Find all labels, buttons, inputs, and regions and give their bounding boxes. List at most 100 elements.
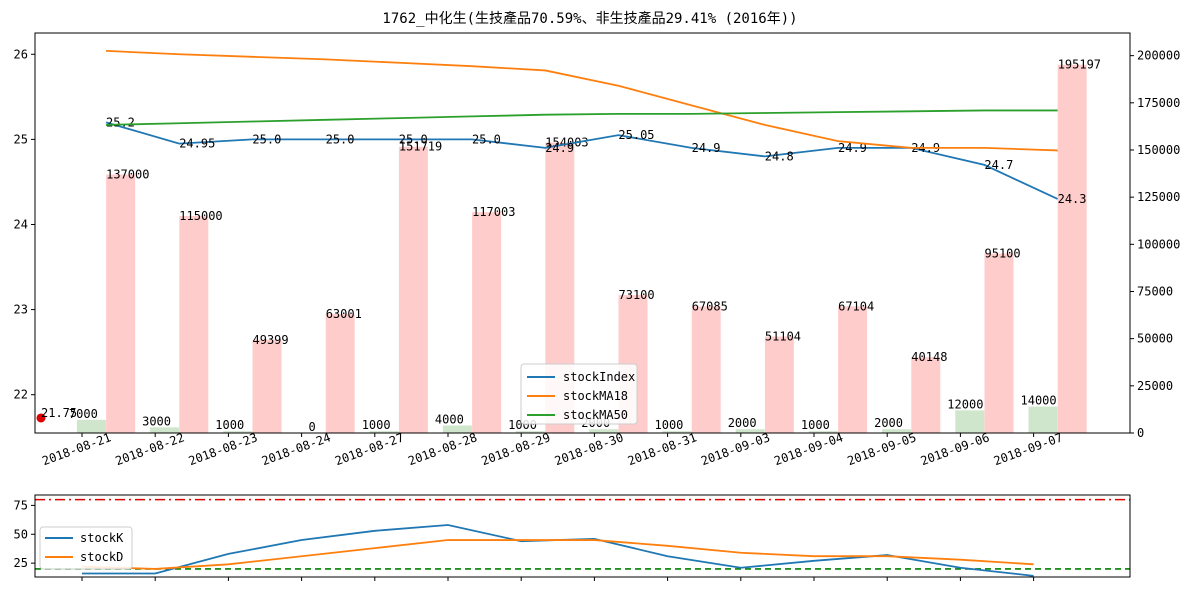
right-tick-label: 175000 bbox=[1137, 96, 1180, 110]
price-legend-box bbox=[520, 363, 638, 425]
volume-down-label: 2000 bbox=[874, 416, 903, 430]
series-line-stockMA18 bbox=[105, 49, 1058, 152]
left-tick-label: 25 bbox=[14, 132, 28, 146]
price-label: 24.3 bbox=[1058, 192, 1087, 206]
chart-title: 1762_中化生(生技產品70.59%、非生技產品29.41% (2016年)) bbox=[382, 10, 797, 27]
x-tick-label: 2018-08-27 bbox=[333, 430, 406, 468]
price-label: 24.9 bbox=[838, 141, 867, 155]
right-tick-label: 75000 bbox=[1137, 284, 1173, 298]
kd-axes-frame bbox=[34, 494, 1131, 578]
left-tick-label: 23 bbox=[14, 303, 28, 317]
kd-left-tick-label: 50 bbox=[14, 527, 28, 541]
price-label: 24.8 bbox=[765, 149, 794, 163]
volume-down-label: 1000 bbox=[655, 418, 684, 432]
x-tick-label: 2018-09-07 bbox=[992, 430, 1065, 468]
kd-line-stockD bbox=[81, 539, 1034, 570]
marker-label: 21.75 bbox=[41, 406, 77, 420]
volume-down-label: 1000 bbox=[362, 418, 391, 432]
volume-down-bar bbox=[76, 419, 106, 433]
right-tick-label: 200000 bbox=[1137, 49, 1180, 63]
volume-down-label: 4000 bbox=[435, 412, 464, 426]
x-tick-label: 2018-08-30 bbox=[553, 430, 626, 468]
price-label: 25.0 bbox=[326, 132, 355, 146]
volume-down-bar bbox=[442, 425, 472, 433]
series-line-stockIndex bbox=[105, 121, 1058, 200]
left-tick-label: 26 bbox=[14, 47, 28, 61]
x-tick-label: 2018-08-22 bbox=[113, 430, 186, 468]
x-tick-label: 2018-09-05 bbox=[845, 430, 918, 468]
left-tick-label: 24 bbox=[14, 217, 28, 231]
left-tick-label: 22 bbox=[14, 388, 28, 402]
volume-down-bar bbox=[662, 431, 692, 433]
volume-up-bar bbox=[1057, 64, 1087, 434]
volume-down-label: 2000 bbox=[728, 416, 757, 430]
volume-down-label: 0 bbox=[309, 420, 316, 434]
price-axes-frame bbox=[34, 32, 1131, 434]
volume-down-label: 7000 bbox=[69, 407, 98, 421]
legend-label: stockMA50 bbox=[563, 408, 628, 422]
x-tick-label: 2018-09-04 bbox=[772, 430, 845, 468]
volume-down-bar bbox=[589, 429, 619, 433]
volume-up-label: 51104 bbox=[765, 330, 801, 344]
volume-up-bar bbox=[984, 253, 1014, 433]
x-tick-label: 2018-08-23 bbox=[187, 430, 260, 468]
volume-up-label: 67085 bbox=[692, 299, 728, 313]
legend-label: stockIndex bbox=[563, 370, 635, 384]
legend-label: stockMA18 bbox=[563, 389, 628, 403]
volume-up-label: 73100 bbox=[619, 288, 655, 302]
kd-legend-label: stockD bbox=[80, 550, 123, 564]
right-tick-label: 50000 bbox=[1137, 332, 1173, 346]
volume-down-bar bbox=[1028, 406, 1058, 433]
volume-up-label: 115000 bbox=[179, 209, 222, 223]
volume-up-label: 49399 bbox=[253, 333, 289, 347]
price-label: 25.05 bbox=[618, 128, 654, 142]
right-tick-label: 125000 bbox=[1137, 190, 1180, 204]
volume-up-label: 195197 bbox=[1058, 58, 1101, 72]
volume-up-bar bbox=[764, 336, 794, 433]
price-label: 24.95 bbox=[179, 137, 215, 151]
volume-up-bar bbox=[838, 306, 868, 433]
x-tick-label: 2018-08-31 bbox=[626, 430, 699, 468]
right-tick-label: 100000 bbox=[1137, 237, 1180, 251]
x-tick-label: 2018-09-03 bbox=[699, 430, 772, 468]
volume-up-bar bbox=[911, 357, 941, 433]
right-tick-label: 25000 bbox=[1137, 379, 1173, 393]
volume-up-bar bbox=[106, 174, 136, 433]
price-panel: 7000 3000 1000 0 1000 4000 1000 2000 1000 2000 100… bbox=[14, 32, 1180, 468]
kd-left-tick-label: 75 bbox=[14, 498, 28, 512]
volume-up-bar bbox=[398, 146, 428, 433]
volume-down-label: 14000 bbox=[1021, 394, 1057, 408]
series-line-stockMA50 bbox=[105, 109, 1058, 126]
volume-down-label: 1000 bbox=[215, 418, 244, 432]
volume-down-bar bbox=[369, 431, 399, 433]
x-tick-label: 2018-08-28 bbox=[406, 430, 479, 468]
volume-up-label: 151719 bbox=[399, 140, 442, 154]
x-tick-label: 2018-08-21 bbox=[40, 430, 113, 468]
kd-panel: 25 50 75 stockK stockD bbox=[14, 494, 1131, 581]
volume-up-bar bbox=[325, 314, 355, 433]
volume-up-bar bbox=[472, 212, 502, 433]
volume-down-bar bbox=[808, 431, 838, 433]
volume-down-bar bbox=[735, 429, 765, 433]
x-tick-label: 2018-08-24 bbox=[260, 430, 333, 468]
volume-down-label: 3000 bbox=[142, 414, 171, 428]
volume-up-label: 137000 bbox=[106, 168, 149, 182]
marker-point bbox=[36, 413, 46, 423]
volume-up-label: 63001 bbox=[326, 307, 362, 321]
volume-down-bar bbox=[150, 427, 180, 433]
volume-up-label: 117003 bbox=[472, 205, 515, 219]
price-label: 25.2 bbox=[106, 115, 135, 129]
volume-up-bar bbox=[691, 306, 721, 433]
kd-legend-label: stockK bbox=[80, 531, 124, 545]
volume-down-bar bbox=[223, 431, 253, 433]
volume-up-label: 67104 bbox=[838, 299, 874, 313]
x-tick-label: 2018-08-29 bbox=[479, 430, 552, 468]
price-label: 25.0 bbox=[399, 132, 428, 146]
volume-down-label: 12000 bbox=[947, 397, 983, 411]
right-tick-label: 0 bbox=[1137, 426, 1144, 440]
volume-up-bar bbox=[179, 216, 209, 433]
price-label: 24.9 bbox=[545, 141, 574, 155]
price-label: 24.7 bbox=[984, 158, 1013, 172]
volume-down-bar bbox=[882, 429, 912, 433]
volume-up-label: 40148 bbox=[911, 350, 947, 364]
